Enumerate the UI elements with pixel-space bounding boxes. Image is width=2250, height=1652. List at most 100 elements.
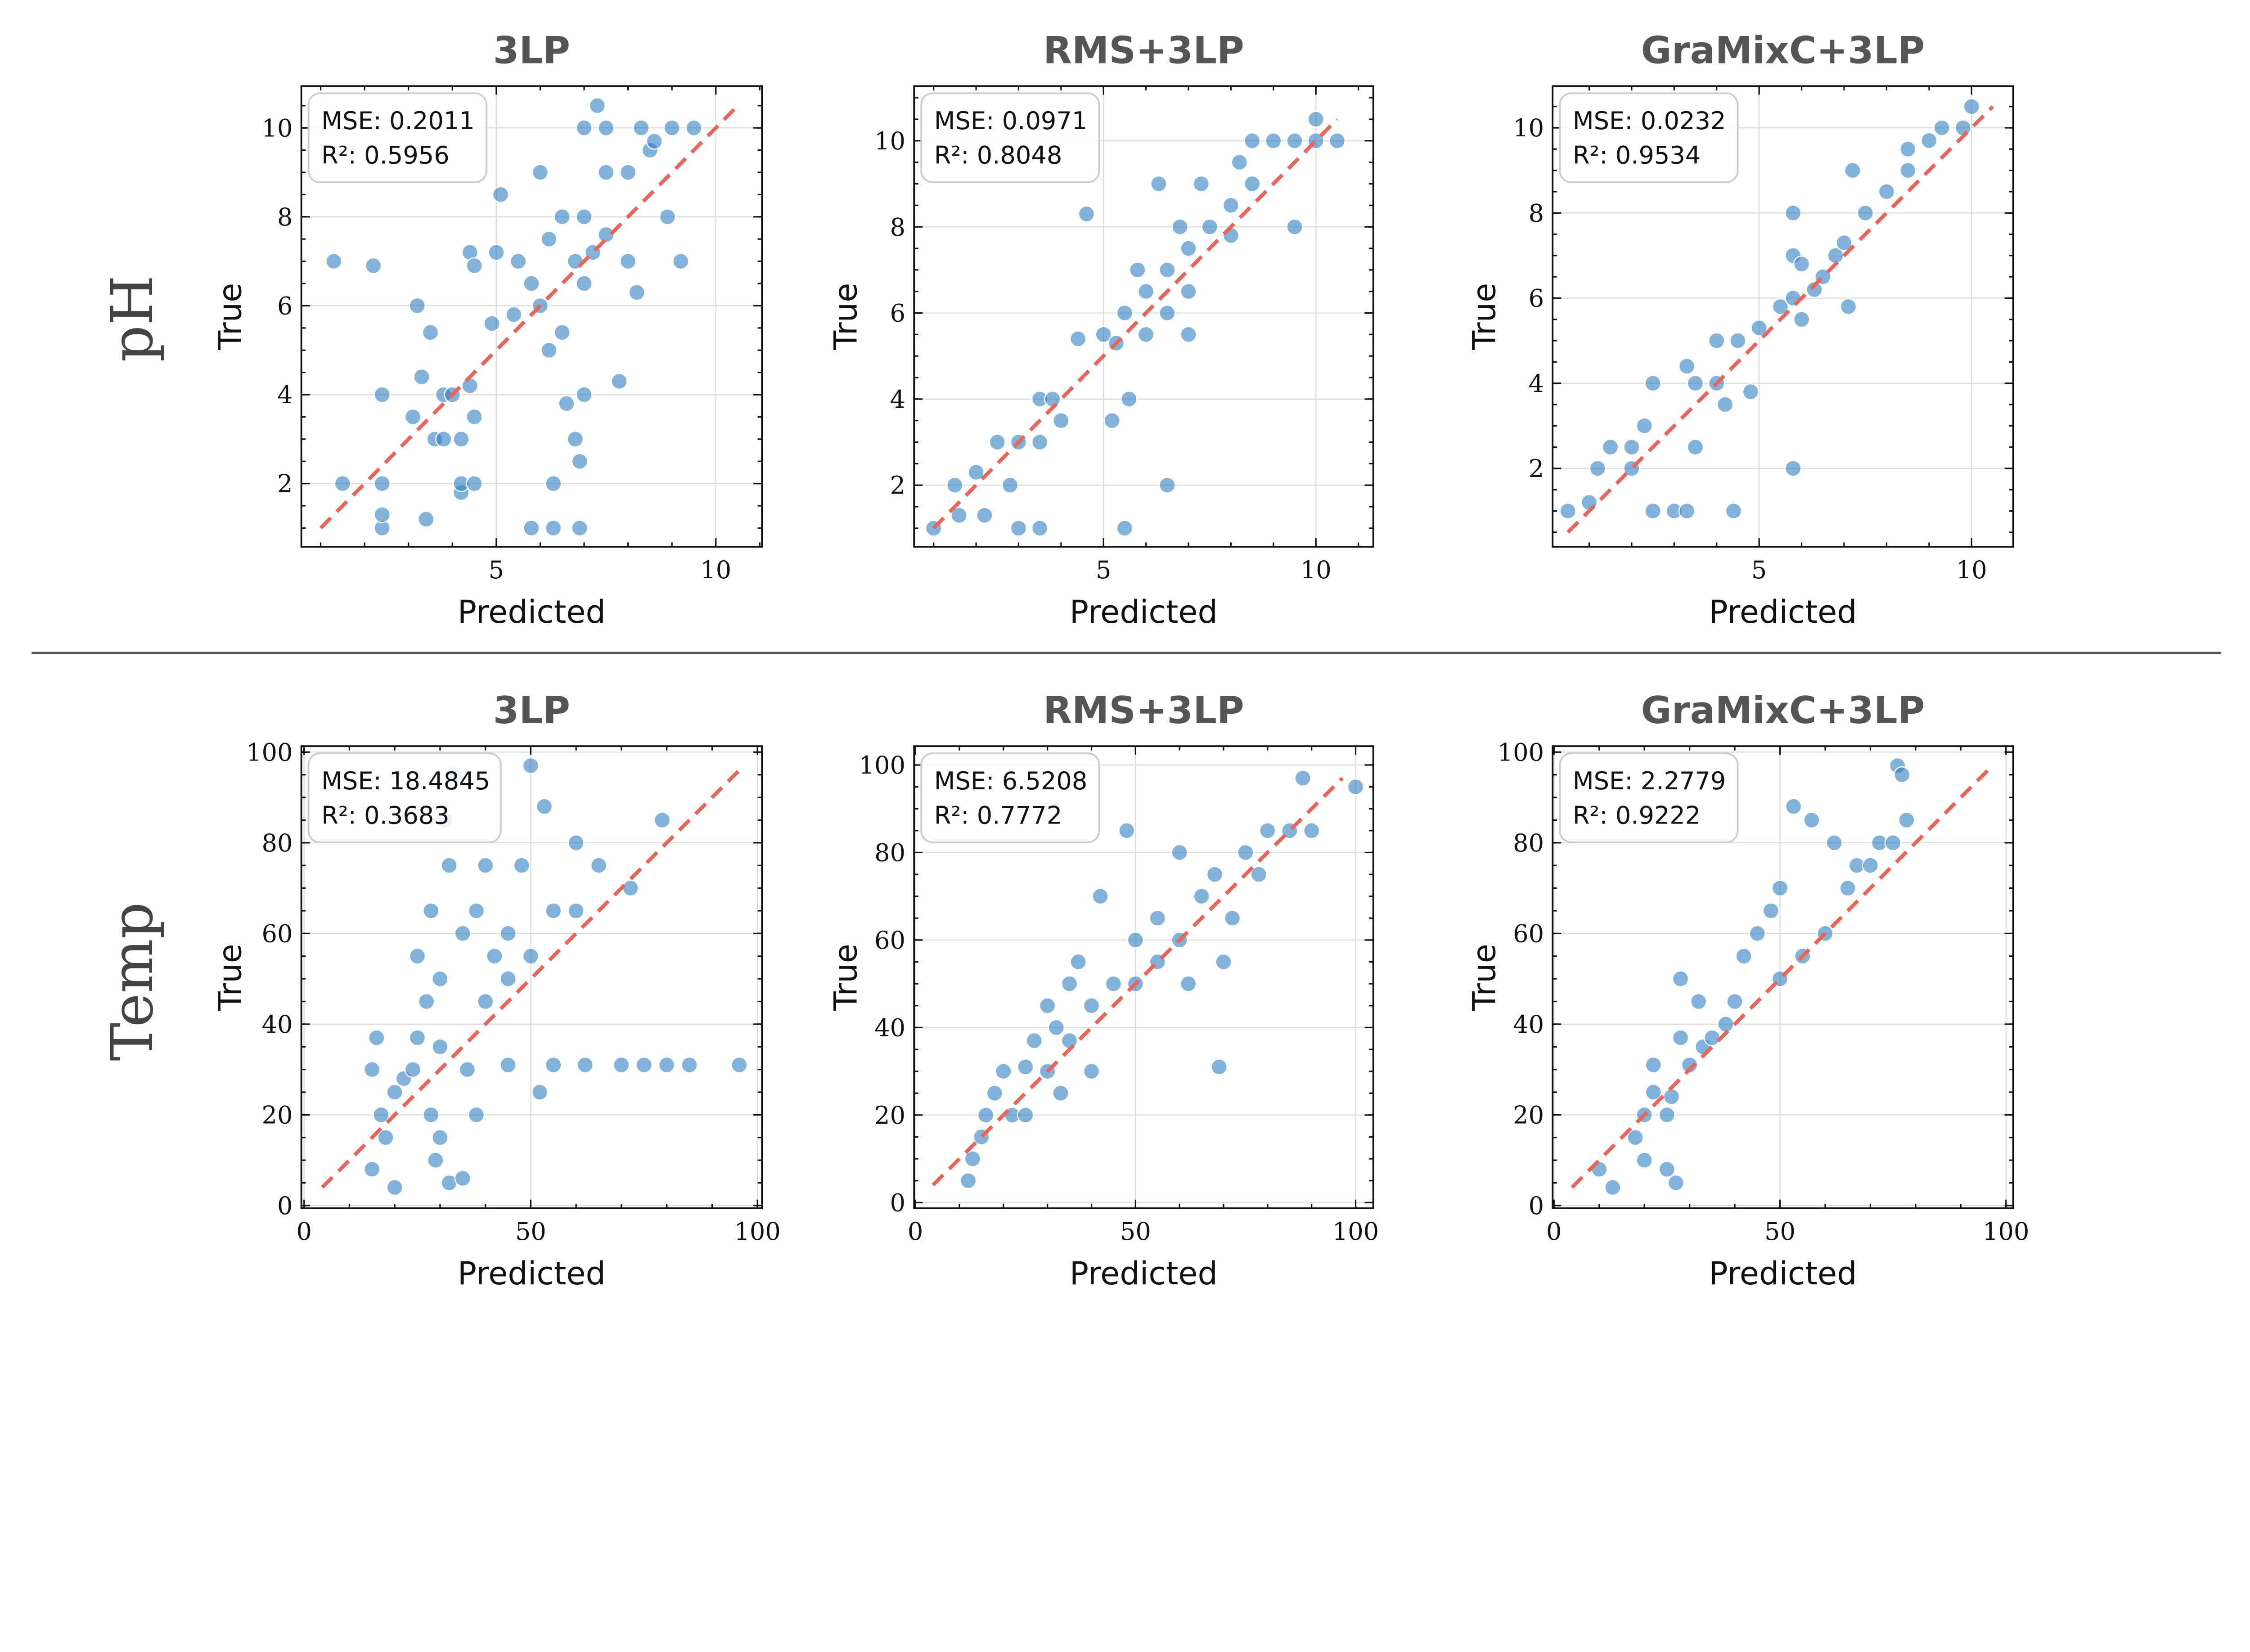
data-point [1083,1062,1100,1080]
data-point [1762,902,1780,919]
data-point [1070,953,1087,971]
subplot-title: RMS+3LP [1043,689,1244,732]
data-point [432,1129,449,1146]
x-tick-label: 50 [1120,1217,1151,1246]
data-point [1105,975,1122,992]
data-point [409,947,426,965]
subplot-3: 5 10 2 4 6 8 10 GraMixC+3LP Predicted True MSE: 0.… [1466,28,2014,630]
data-point [364,1161,381,1178]
identity-line [1570,764,1994,1189]
data-point [1303,822,1320,839]
x-tick-label: 100 [1983,1217,2029,1246]
data-point [522,947,540,965]
data-point [576,208,593,225]
x-tick-label: 10 [700,556,731,584]
data-point [432,1038,449,1056]
data-point [1672,1029,1689,1046]
data-point [1044,390,1061,408]
data-point [1678,502,1696,520]
data-point [432,970,449,987]
data-point [1103,412,1120,429]
data-point [659,208,676,225]
data-point [1663,1088,1680,1105]
data-point [459,1061,476,1078]
data-point [1604,1179,1621,1196]
data-point [483,315,500,332]
data-point [1644,374,1661,392]
y-tick-label: 80 [874,839,905,867]
row-label-temp: Temp [99,902,166,1061]
y-axis-label: True [1466,283,1503,351]
data-point [540,342,558,359]
data-point [1645,1084,1662,1101]
data-point [1069,330,1087,347]
data-point [1784,204,1802,222]
data-point [1840,298,1857,315]
mse-label: MSE: 0.2011 [321,107,474,135]
y-axis-label: True [828,283,864,351]
data-point [1237,844,1254,861]
data-point [1215,953,1232,971]
data-point [576,275,593,292]
data-point [417,510,435,528]
data-point [658,1056,675,1074]
data-point [1017,1107,1034,1124]
data-point [364,1061,381,1078]
data-point [1589,460,1606,477]
metrics-box [307,92,487,183]
data-point [681,1056,698,1074]
data-point [1092,887,1109,905]
data-point [1878,183,1895,200]
r2-label: R²: 0.9534 [1573,141,1701,170]
data-point [468,902,485,919]
data-point [1826,834,1843,851]
data-point [567,431,584,448]
y-tick-label: 2 [277,470,292,498]
data-point [1921,132,1938,149]
data-point [373,1106,390,1124]
data-point [576,386,593,403]
data-point [1137,326,1155,343]
data-point [1681,1056,1698,1074]
data-point [622,879,639,897]
data-point [404,408,422,426]
x-tick-label: 0 [1546,1217,1562,1246]
y-tick-label: 100 [859,751,905,779]
r2-label: R²: 0.8048 [934,141,1062,170]
data-point [377,1129,394,1146]
x-tick-label: 10 [1956,556,1987,584]
data-point [1785,798,1802,815]
data-point [1078,205,1095,223]
data-point [492,186,509,203]
data-point [531,1084,549,1101]
data-point [571,519,589,537]
data-point [1116,304,1134,322]
data-point [364,257,382,275]
y-axis-label: True [828,944,864,1011]
data-point [1243,175,1261,193]
x-axis-label: Predicted [458,594,606,630]
data-point [1159,304,1176,322]
x-axis-label: Predicted [1070,594,1218,630]
data-point [531,164,549,181]
identity-line [932,118,1339,530]
metrics-box [920,92,1100,183]
metrics-box [920,752,1100,843]
data-point [466,257,483,275]
data-point [1954,119,1972,136]
y-tick-label: 8 [890,213,905,241]
data-point [1017,1058,1034,1076]
data-point [976,507,993,524]
data-point [1095,326,1112,343]
axes-frame [300,85,763,548]
y-tick-label: 10 [874,127,905,155]
data-point [1061,1032,1078,1049]
data-point [427,1152,444,1169]
r2-label: R²: 0.5956 [321,141,449,170]
x-axis-label: Predicted [1709,1255,1857,1292]
data-point [466,475,483,492]
data-point [1243,132,1261,149]
data-point [1771,879,1789,897]
figure: pH Temp 5 10 2 4 6 8 10 3LP Predicted True MSE: 0.… [32,28,2222,1292]
data-point [1053,412,1070,429]
